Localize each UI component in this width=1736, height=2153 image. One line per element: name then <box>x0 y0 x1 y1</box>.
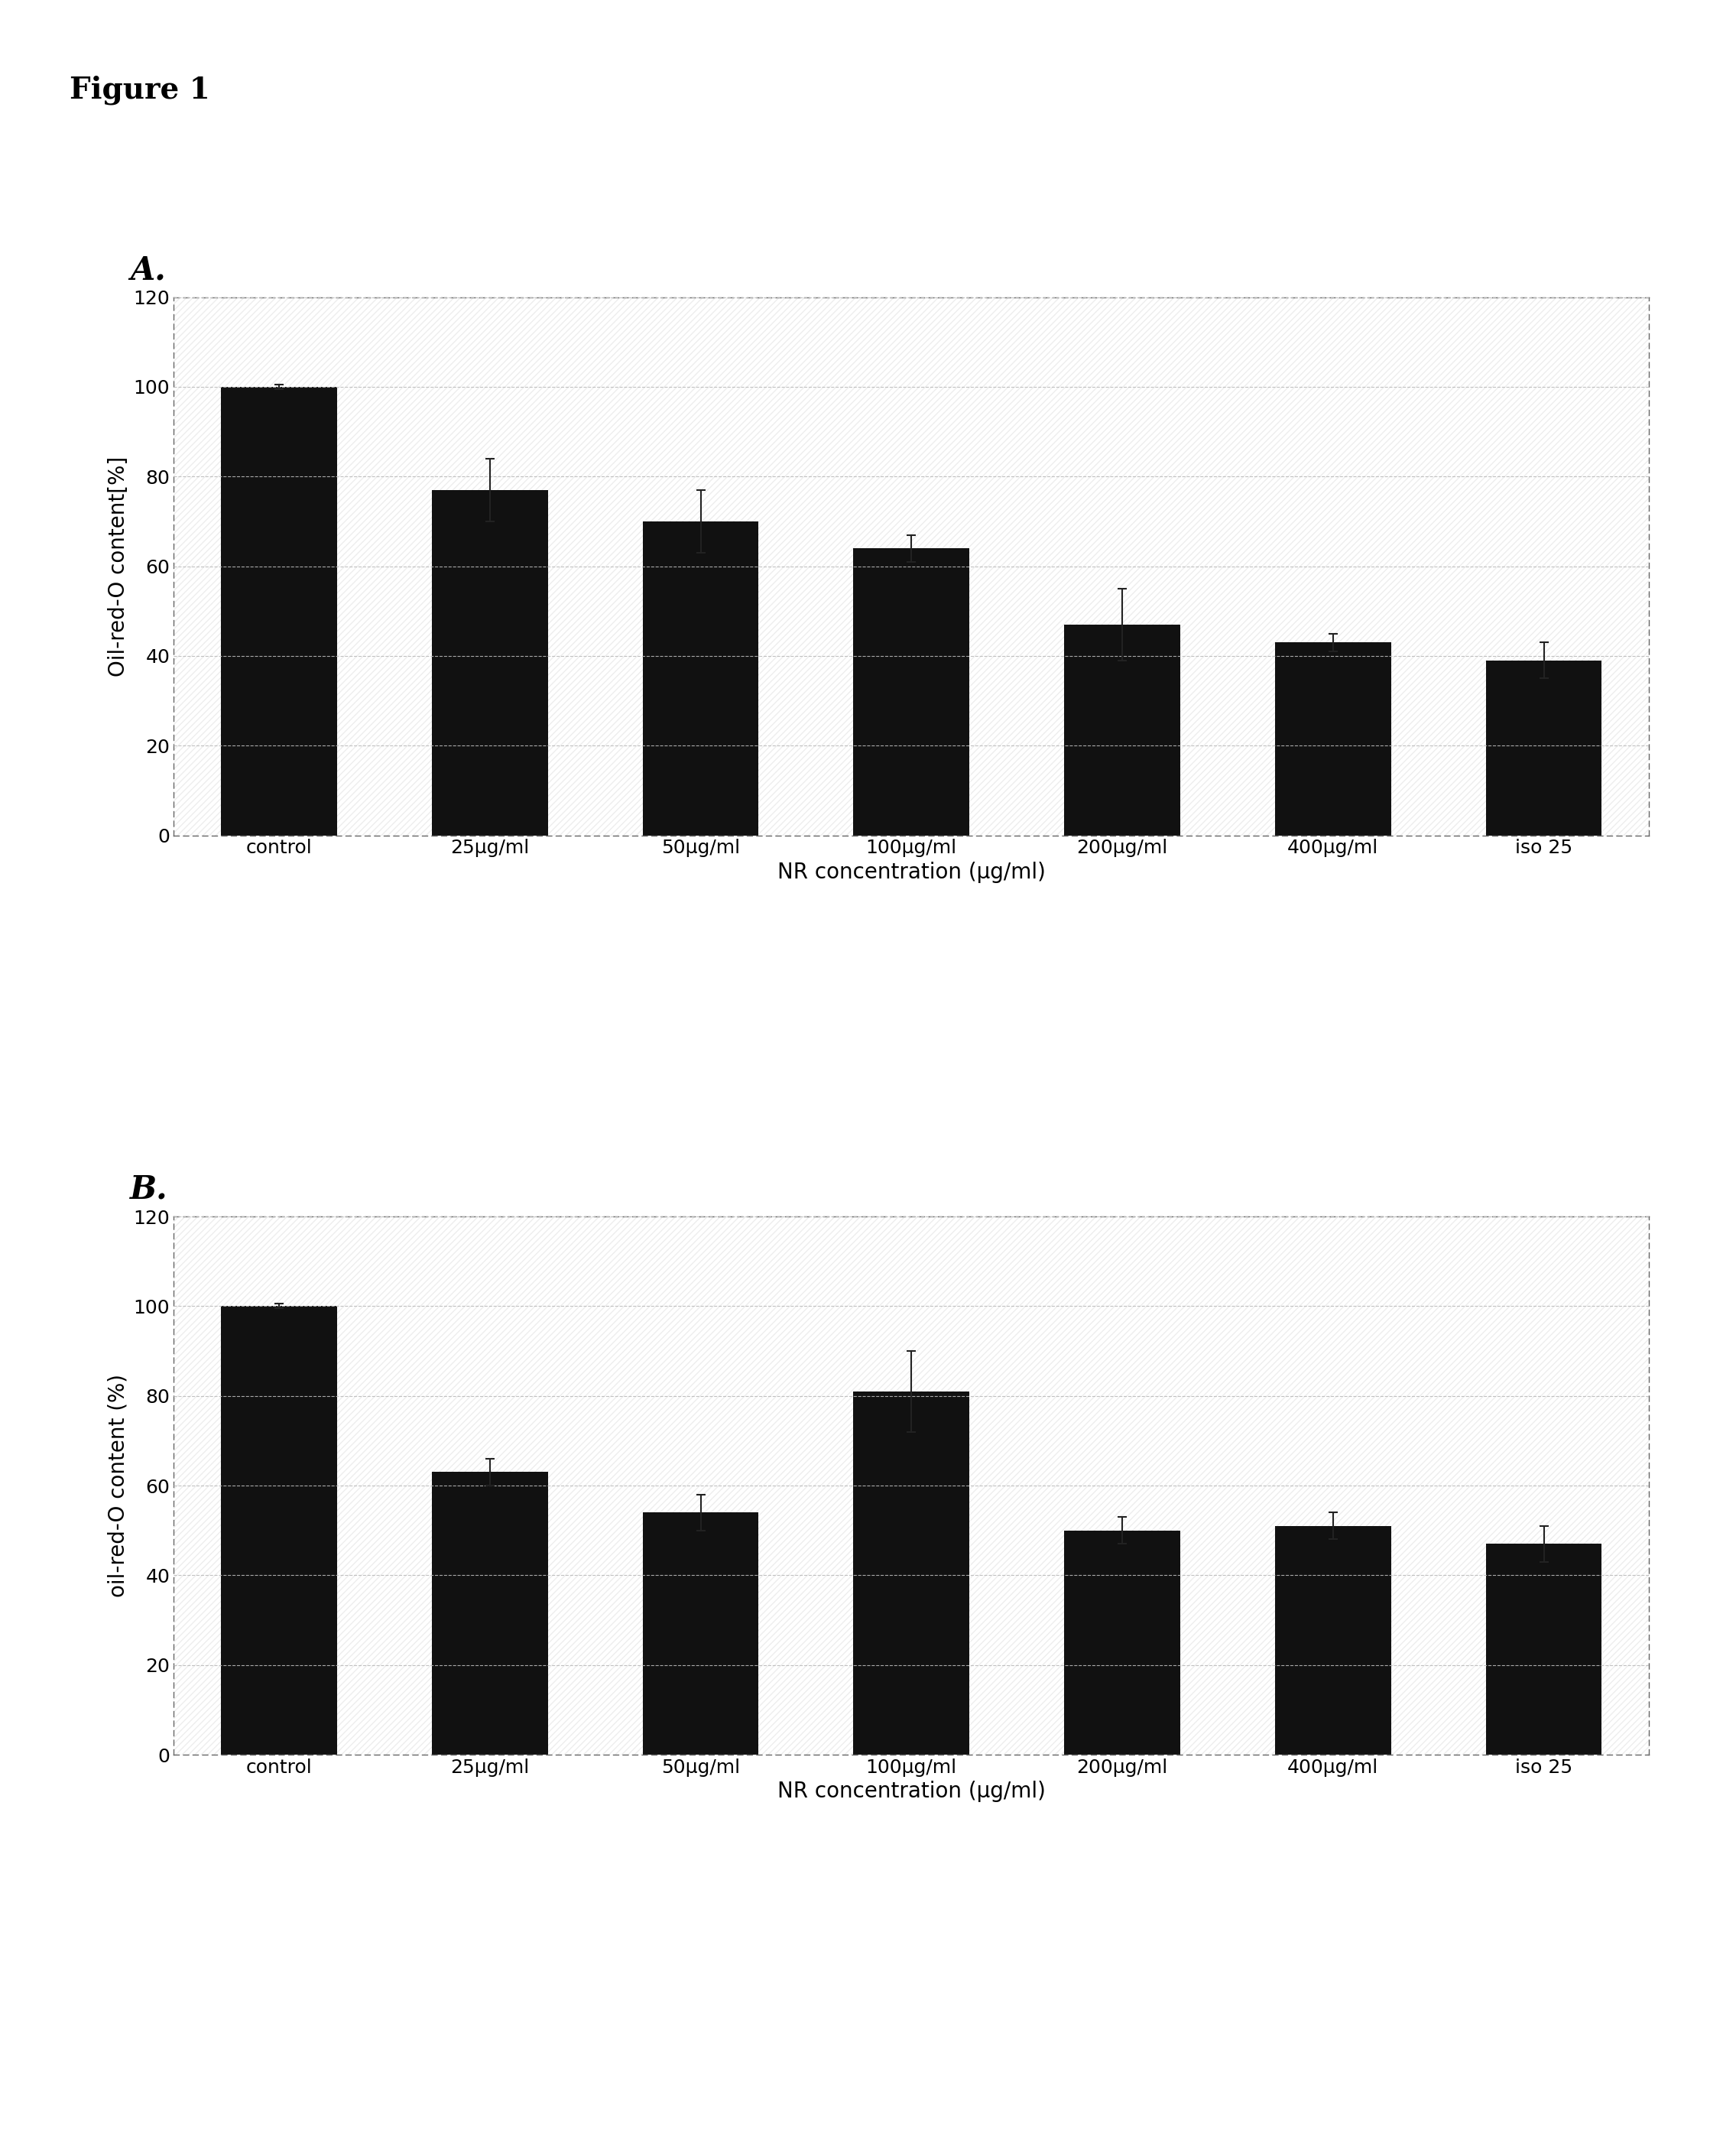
Bar <box>1486 1544 1602 1755</box>
Text: B.: B. <box>130 1173 168 1206</box>
Bar <box>854 1391 969 1755</box>
Bar <box>220 1307 337 1755</box>
Bar <box>1274 1526 1391 1755</box>
Bar <box>1486 661 1602 835</box>
Text: A.: A. <box>130 254 167 286</box>
Bar <box>432 1473 549 1755</box>
X-axis label: NR concentration (μg/ml): NR concentration (μg/ml) <box>778 861 1045 883</box>
Bar <box>220 388 337 835</box>
Bar <box>1064 624 1180 835</box>
Bar <box>432 491 549 835</box>
Bar <box>854 549 969 835</box>
Y-axis label: Oil-red-O content[%]: Oil-red-O content[%] <box>108 456 128 676</box>
Text: Figure 1: Figure 1 <box>69 75 210 105</box>
Bar <box>642 1511 759 1755</box>
Bar <box>1274 642 1391 835</box>
Bar <box>1064 1531 1180 1755</box>
Y-axis label: oil-red-O content (%): oil-red-O content (%) <box>108 1374 128 1598</box>
X-axis label: NR concentration (μg/ml): NR concentration (μg/ml) <box>778 1781 1045 1802</box>
Bar <box>642 521 759 835</box>
